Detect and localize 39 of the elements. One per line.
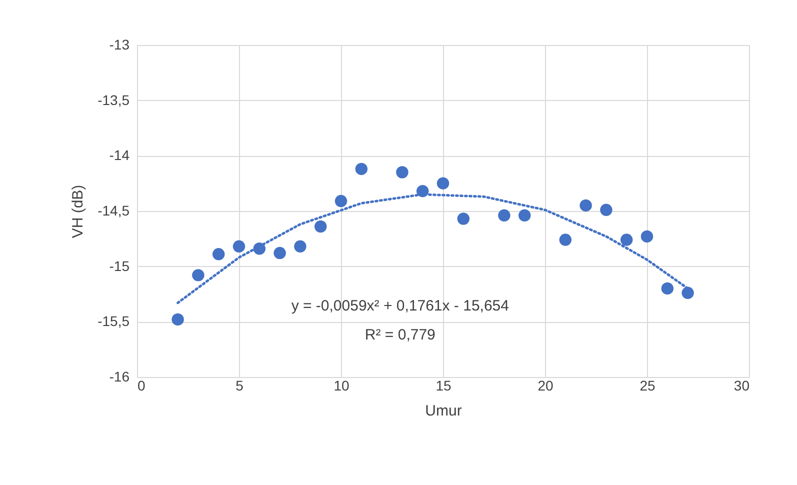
x-tick-label: 30 [734,378,750,394]
point [355,162,368,176]
y-tick-label: -13,5 [98,92,130,108]
x-tick-label: 5 [236,378,244,394]
point [274,246,286,260]
annotation: y = -0,0059x² + 0,1761x - 15,654 [291,298,509,315]
x-axis-title: Umur [425,402,462,420]
point [436,177,450,190]
point [457,212,470,225]
point [192,269,204,282]
y-tick-label: -15 [109,258,130,274]
point [212,248,225,260]
annotation: R² = 0,779 [364,326,436,344]
point [640,230,654,243]
y-tick-label: -14,5 [98,202,130,218]
point [334,194,348,208]
point [314,220,327,233]
point [172,313,184,326]
point [294,240,306,253]
x-tick-label: 25 [640,378,656,394]
point [600,204,612,216]
point [559,234,572,246]
point [620,234,633,246]
point [232,240,246,253]
point [682,286,694,300]
point [396,166,408,178]
point [498,209,510,222]
point [661,282,674,295]
y-axis-title: VH (dB) [70,184,87,238]
x-tick-label: 10 [334,378,350,394]
x-tick-label: 15 [436,378,452,394]
point [518,209,531,222]
y-tick-label: -15,5 [98,313,130,330]
point [580,199,592,212]
y-tick-label: -14 [109,147,130,164]
x-tick-label: 0 [138,378,146,394]
x-tick-label: 20 [538,378,554,394]
y-tick-label: -13 [109,36,130,52]
y-tick-label: -16 [109,368,130,384]
